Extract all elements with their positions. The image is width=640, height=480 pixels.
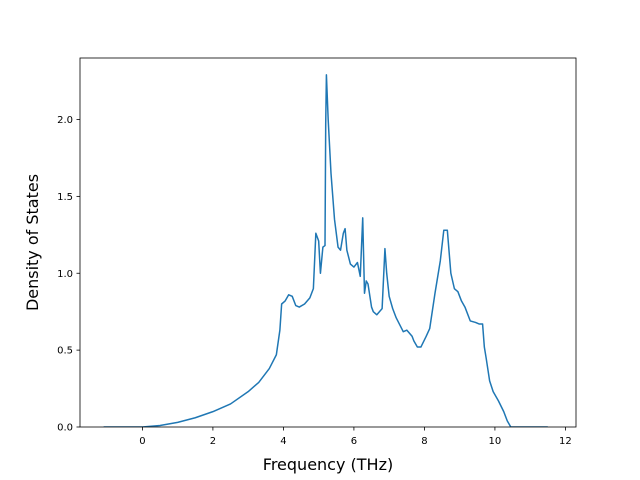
x-tick-label: 6 — [351, 436, 357, 447]
y-axis-label: Density of States — [23, 174, 42, 311]
axes: 0 2 4 6 8 10 12 0.0 0.5 1.0 1.5 2.0 — [57, 57, 577, 447]
x-tick-label: 4 — [280, 436, 286, 447]
x-tick-label: 2 — [210, 436, 216, 447]
y-tick-label: 1.5 — [57, 192, 73, 203]
x-tick-label: 10 — [489, 436, 502, 447]
plot-area — [103, 74, 548, 427]
x-tick-label: 0 — [139, 436, 145, 447]
y-tick-label: 0.5 — [57, 346, 73, 357]
y-tick-label: 0.0 — [57, 423, 73, 434]
y-tick-label: 1.0 — [57, 269, 73, 280]
x-tick-label: 8 — [421, 436, 427, 447]
dos-series-line-0 — [103, 74, 548, 427]
y-tick-label: 2.0 — [57, 115, 73, 126]
x-tick-label: 12 — [559, 436, 572, 447]
x-axis-label: Frequency (THz) — [263, 455, 393, 474]
plot-frame — [79, 57, 577, 428]
